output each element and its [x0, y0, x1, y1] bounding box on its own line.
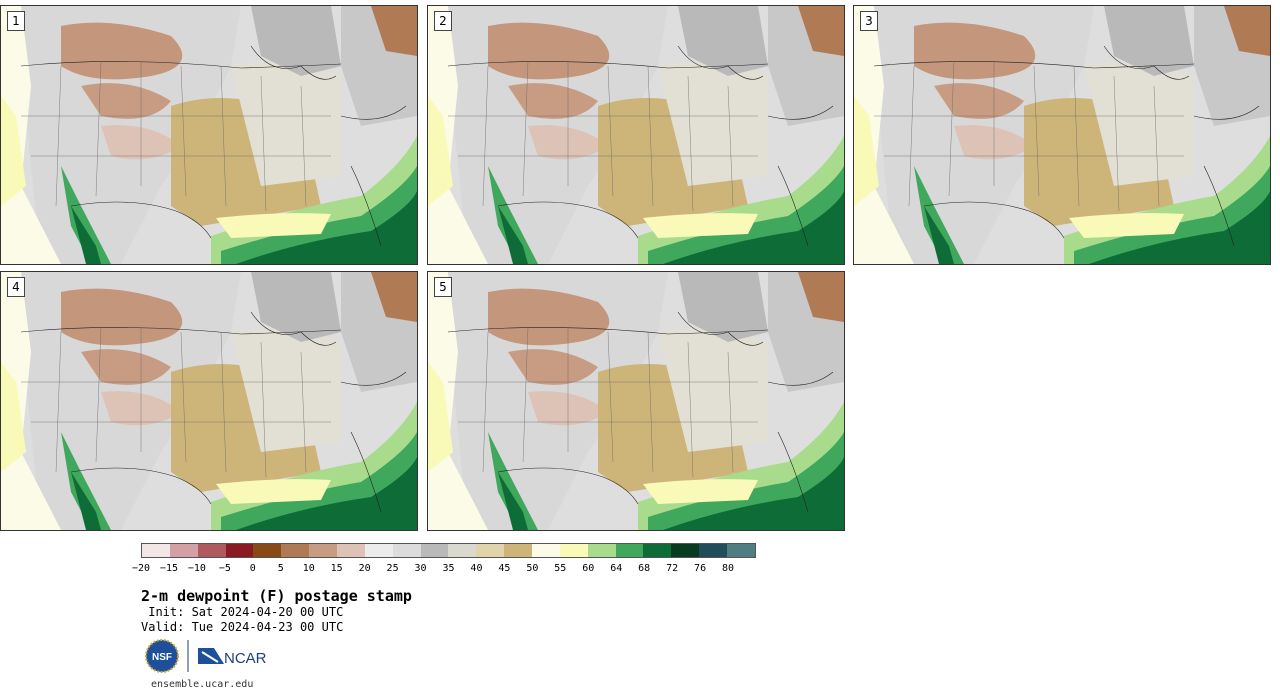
logos: NSF NCAR	[144, 638, 284, 674]
colorbar-tick-label: −10	[187, 563, 206, 574]
panel-label: 3	[860, 11, 878, 31]
map-image	[428, 6, 844, 264]
colorbar-swatch	[476, 544, 505, 557]
colorbar-swatch	[253, 544, 282, 557]
colorbar-swatch	[448, 544, 477, 557]
colorbar-swatch	[615, 544, 644, 557]
valid-time: Valid: Tue 2024-04-23 00 UTC	[141, 620, 344, 634]
colorbar-swatch	[699, 544, 728, 557]
map-image	[1, 272, 417, 530]
colorbar-swatch	[392, 544, 421, 557]
colorbar-swatch	[142, 544, 170, 557]
init-time: Init: Sat 2024-04-20 00 UTC	[141, 605, 344, 619]
colorbar-tick-label: 72	[666, 563, 679, 574]
colorbar-swatch	[309, 544, 338, 557]
colorbar-tick-label: 55	[554, 563, 567, 574]
credit-url: ensemble.ucar.edu	[151, 679, 254, 690]
map-panel-4: 4	[0, 271, 418, 531]
panel-label: 1	[7, 11, 25, 31]
colorbar-tick-label: 15	[330, 563, 343, 574]
map-panel-1: 1	[0, 5, 418, 265]
colorbar-swatch	[420, 544, 449, 557]
colorbar-tick-label: 20	[358, 563, 371, 574]
map-image	[1, 6, 417, 264]
panel-label: 5	[434, 277, 452, 297]
nsf-logo: NSF	[152, 652, 172, 663]
colorbar-tick-label: 35	[442, 563, 455, 574]
colorbar-tick-label: 60	[582, 563, 595, 574]
colorbar-swatch	[504, 544, 533, 557]
colorbar-swatch	[225, 544, 254, 557]
colorbar-swatch	[532, 544, 560, 557]
colorbar-swatch	[671, 544, 700, 557]
colorbar-tick-label: −15	[159, 563, 178, 574]
colorbar-swatch	[169, 544, 198, 557]
colorbar-swatch	[364, 544, 393, 557]
colorbar-tick-label: 68	[638, 563, 651, 574]
colorbar	[141, 543, 756, 558]
colorbar-swatch	[727, 544, 755, 557]
map-panel-2: 2	[427, 5, 845, 265]
colorbar-tick-label: −5	[218, 563, 231, 574]
colorbar-tick-label: 50	[526, 563, 539, 574]
colorbar-swatch	[281, 544, 310, 557]
colorbar-tick-label: 25	[386, 563, 399, 574]
colorbar-tick-label: 30	[414, 563, 427, 574]
panel-label: 2	[434, 11, 452, 31]
colorbar-ticks: −20 −15 −10 −5 0 5 10 15 20 25 30 35 40 45 50 55 60 64 68 7…	[132, 563, 756, 577]
colorbar-tick-label: 40	[470, 563, 483, 574]
panel-label: 4	[7, 277, 25, 297]
map-image	[428, 272, 844, 530]
colorbar-tick-label: 0	[249, 563, 256, 574]
colorbar-swatch	[559, 544, 588, 557]
colorbar-tick-label: 64	[610, 563, 623, 574]
page-title: 2-m dewpoint (F) postage stamp	[141, 587, 412, 605]
colorbar-swatch	[197, 544, 226, 557]
colorbar-tick-label: 80	[722, 563, 735, 574]
map-panel-3: 3	[853, 5, 1271, 265]
map-image	[854, 6, 1270, 264]
map-panel-5: 5	[427, 271, 845, 531]
colorbar-tick-label: 10	[302, 563, 315, 574]
colorbar-tick-label: 45	[498, 563, 511, 574]
ncar-logo: NCAR	[224, 650, 267, 667]
nsf-ncar-logo: NSF NCAR	[145, 639, 267, 673]
colorbar-tick-label: 76	[694, 563, 707, 574]
colorbar-tick-label: −20	[131, 563, 151, 574]
colorbar-swatch	[643, 544, 672, 557]
colorbar-tick-label: 5	[277, 563, 284, 574]
colorbar-swatch	[337, 544, 365, 557]
colorbar-swatch	[587, 544, 616, 557]
